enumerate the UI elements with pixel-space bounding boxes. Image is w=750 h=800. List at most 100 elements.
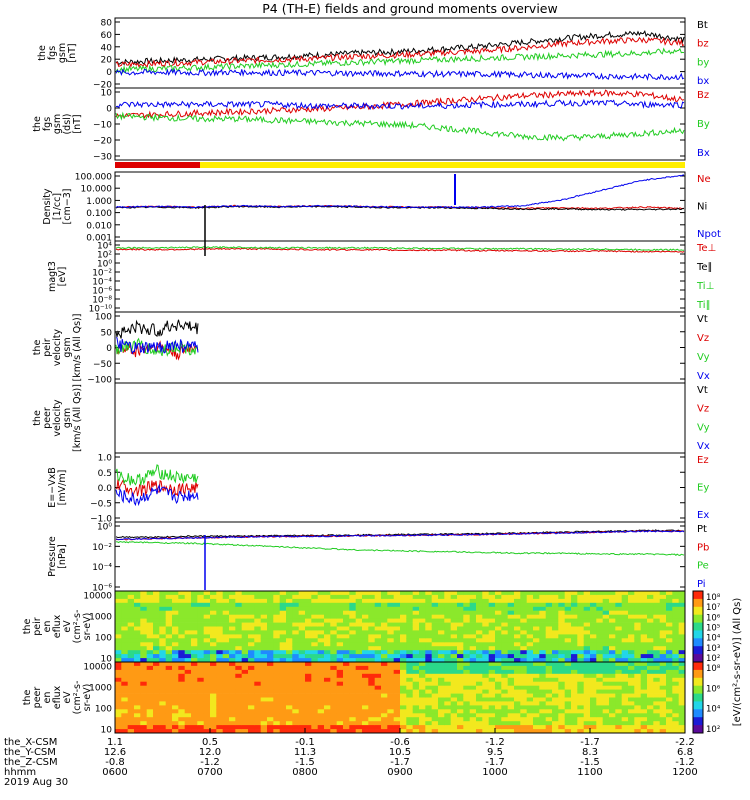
spectrogram-cell (552, 642, 559, 647)
spectrogram-cell (666, 642, 673, 647)
spectrogram-cell (222, 654, 230, 659)
spectrogram-cell (571, 610, 578, 615)
spectrogram-cell (115, 618, 122, 623)
spectrogram-cell (488, 662, 496, 667)
spectrogram-cell (229, 638, 236, 643)
spectrogram-cell (507, 721, 515, 726)
spectrogram-cell (571, 725, 578, 730)
spectrogram-cell (463, 614, 470, 619)
spectrogram-cell (381, 606, 388, 612)
x-csm-value: 1.1 (107, 737, 123, 748)
spectrogram-cell (419, 709, 426, 714)
spectrogram-cell (609, 697, 616, 702)
spectrogram-cell (172, 693, 179, 698)
spectrogram-cell (305, 630, 312, 635)
colorbar-segment (693, 685, 703, 695)
spectrogram-cell (241, 594, 249, 600)
spectrogram-cell (495, 646, 502, 651)
spectrogram-cell (273, 665, 280, 671)
spectrogram-cell (241, 685, 249, 690)
spectrogram-cell (634, 721, 641, 726)
spectrogram-cell (558, 594, 565, 600)
spectrogram-cell (419, 618, 426, 623)
spectrogram-cell (425, 689, 432, 694)
spectrogram-cell (355, 642, 363, 647)
spectrogram-cell (653, 685, 660, 690)
spectrogram-cell (678, 662, 686, 667)
spectrogram-cell (381, 705, 388, 710)
spectrogram-cell (583, 673, 591, 679)
spectrogram-cell (203, 677, 211, 683)
spectrogram-cell (222, 646, 230, 651)
spectrogram-cell (545, 622, 553, 627)
spectrogram-cell (621, 689, 629, 694)
spectrogram-cell (298, 610, 306, 615)
y-tick-label: 0.0 (98, 484, 113, 494)
spectrogram-cell (583, 701, 591, 706)
spectrogram-cell (621, 665, 629, 671)
panel-temperature: magt3 [eV]10⁴10²10⁰10⁻²10⁻⁴10⁻⁶10⁻⁸10⁻¹⁰T… (47, 240, 716, 315)
spectrogram-cell (514, 669, 521, 675)
spectrogram-cell (241, 622, 249, 627)
spectrogram-cell (184, 717, 192, 722)
spectrogram-cell (653, 614, 660, 619)
spectrogram-cell (564, 606, 572, 612)
spectrogram-cell (311, 673, 318, 679)
spectrogram-cell (495, 697, 502, 702)
spectrogram-cell (653, 713, 660, 718)
spectrogram-cell (324, 669, 331, 675)
spectrogram-cell (273, 697, 280, 702)
spectrogram-cell (387, 591, 394, 596)
ylabel-line: (cm²-s- (72, 610, 83, 644)
spectrogram-cell (463, 685, 470, 690)
spectrogram-cell (514, 701, 521, 706)
spectrogram-cell (507, 689, 515, 694)
spectrogram-cell (381, 610, 388, 615)
spectrogram-cell (583, 725, 591, 730)
spectrogram-cell (615, 721, 622, 726)
spectrogram-cell (393, 622, 401, 627)
spectrogram-cell (343, 614, 350, 619)
spectrogram-cell (412, 610, 420, 615)
spectrogram-cell (254, 610, 261, 615)
spectrogram-cell (387, 614, 394, 619)
spectrogram-cell (634, 673, 641, 679)
spectrogram-cell (488, 614, 496, 619)
spectrogram-cell (292, 721, 299, 726)
spectrogram-cell (324, 705, 331, 710)
spectrogram-cell (564, 614, 572, 619)
spectrogram-cell (140, 642, 147, 647)
spectrogram-cell (305, 677, 312, 683)
spectrogram-cell (406, 725, 413, 730)
spectrogram-cell (235, 713, 242, 718)
spectrogram-cell (355, 709, 363, 714)
spectrogram-cell (419, 598, 426, 604)
spectrogram-cell (362, 618, 369, 623)
spectrogram-cell (419, 721, 426, 726)
spectrogram-cell (127, 729, 135, 734)
spectrogram-cell (140, 630, 147, 635)
spectrogram-cell (678, 705, 686, 710)
spectrogram-cell (666, 697, 673, 702)
spectrogram-cell (501, 693, 508, 698)
spectrogram-cell (596, 677, 603, 683)
spectrogram-cell (279, 626, 287, 631)
spectrogram-cell (279, 697, 287, 702)
spectrogram-cell (298, 669, 306, 675)
spectrogram-cell (127, 622, 135, 627)
spectrogram-cell (317, 614, 325, 619)
spectrogram-cell (159, 622, 166, 627)
spectrogram-cell (178, 689, 185, 694)
spectrogram-cell (406, 594, 413, 600)
spectrogram-cell (153, 713, 160, 718)
spectrogram-cell (533, 622, 540, 627)
spectrogram-cell (609, 614, 616, 619)
spectrogram-cell (330, 693, 337, 698)
spectrogram-cell (191, 693, 198, 698)
spectrogram-cell (197, 614, 204, 619)
spectrogram-cell (140, 681, 147, 686)
x-csm-value: -1.2 (485, 737, 505, 748)
spectrogram-cell (210, 642, 217, 647)
spectrogram-cell (647, 626, 654, 631)
